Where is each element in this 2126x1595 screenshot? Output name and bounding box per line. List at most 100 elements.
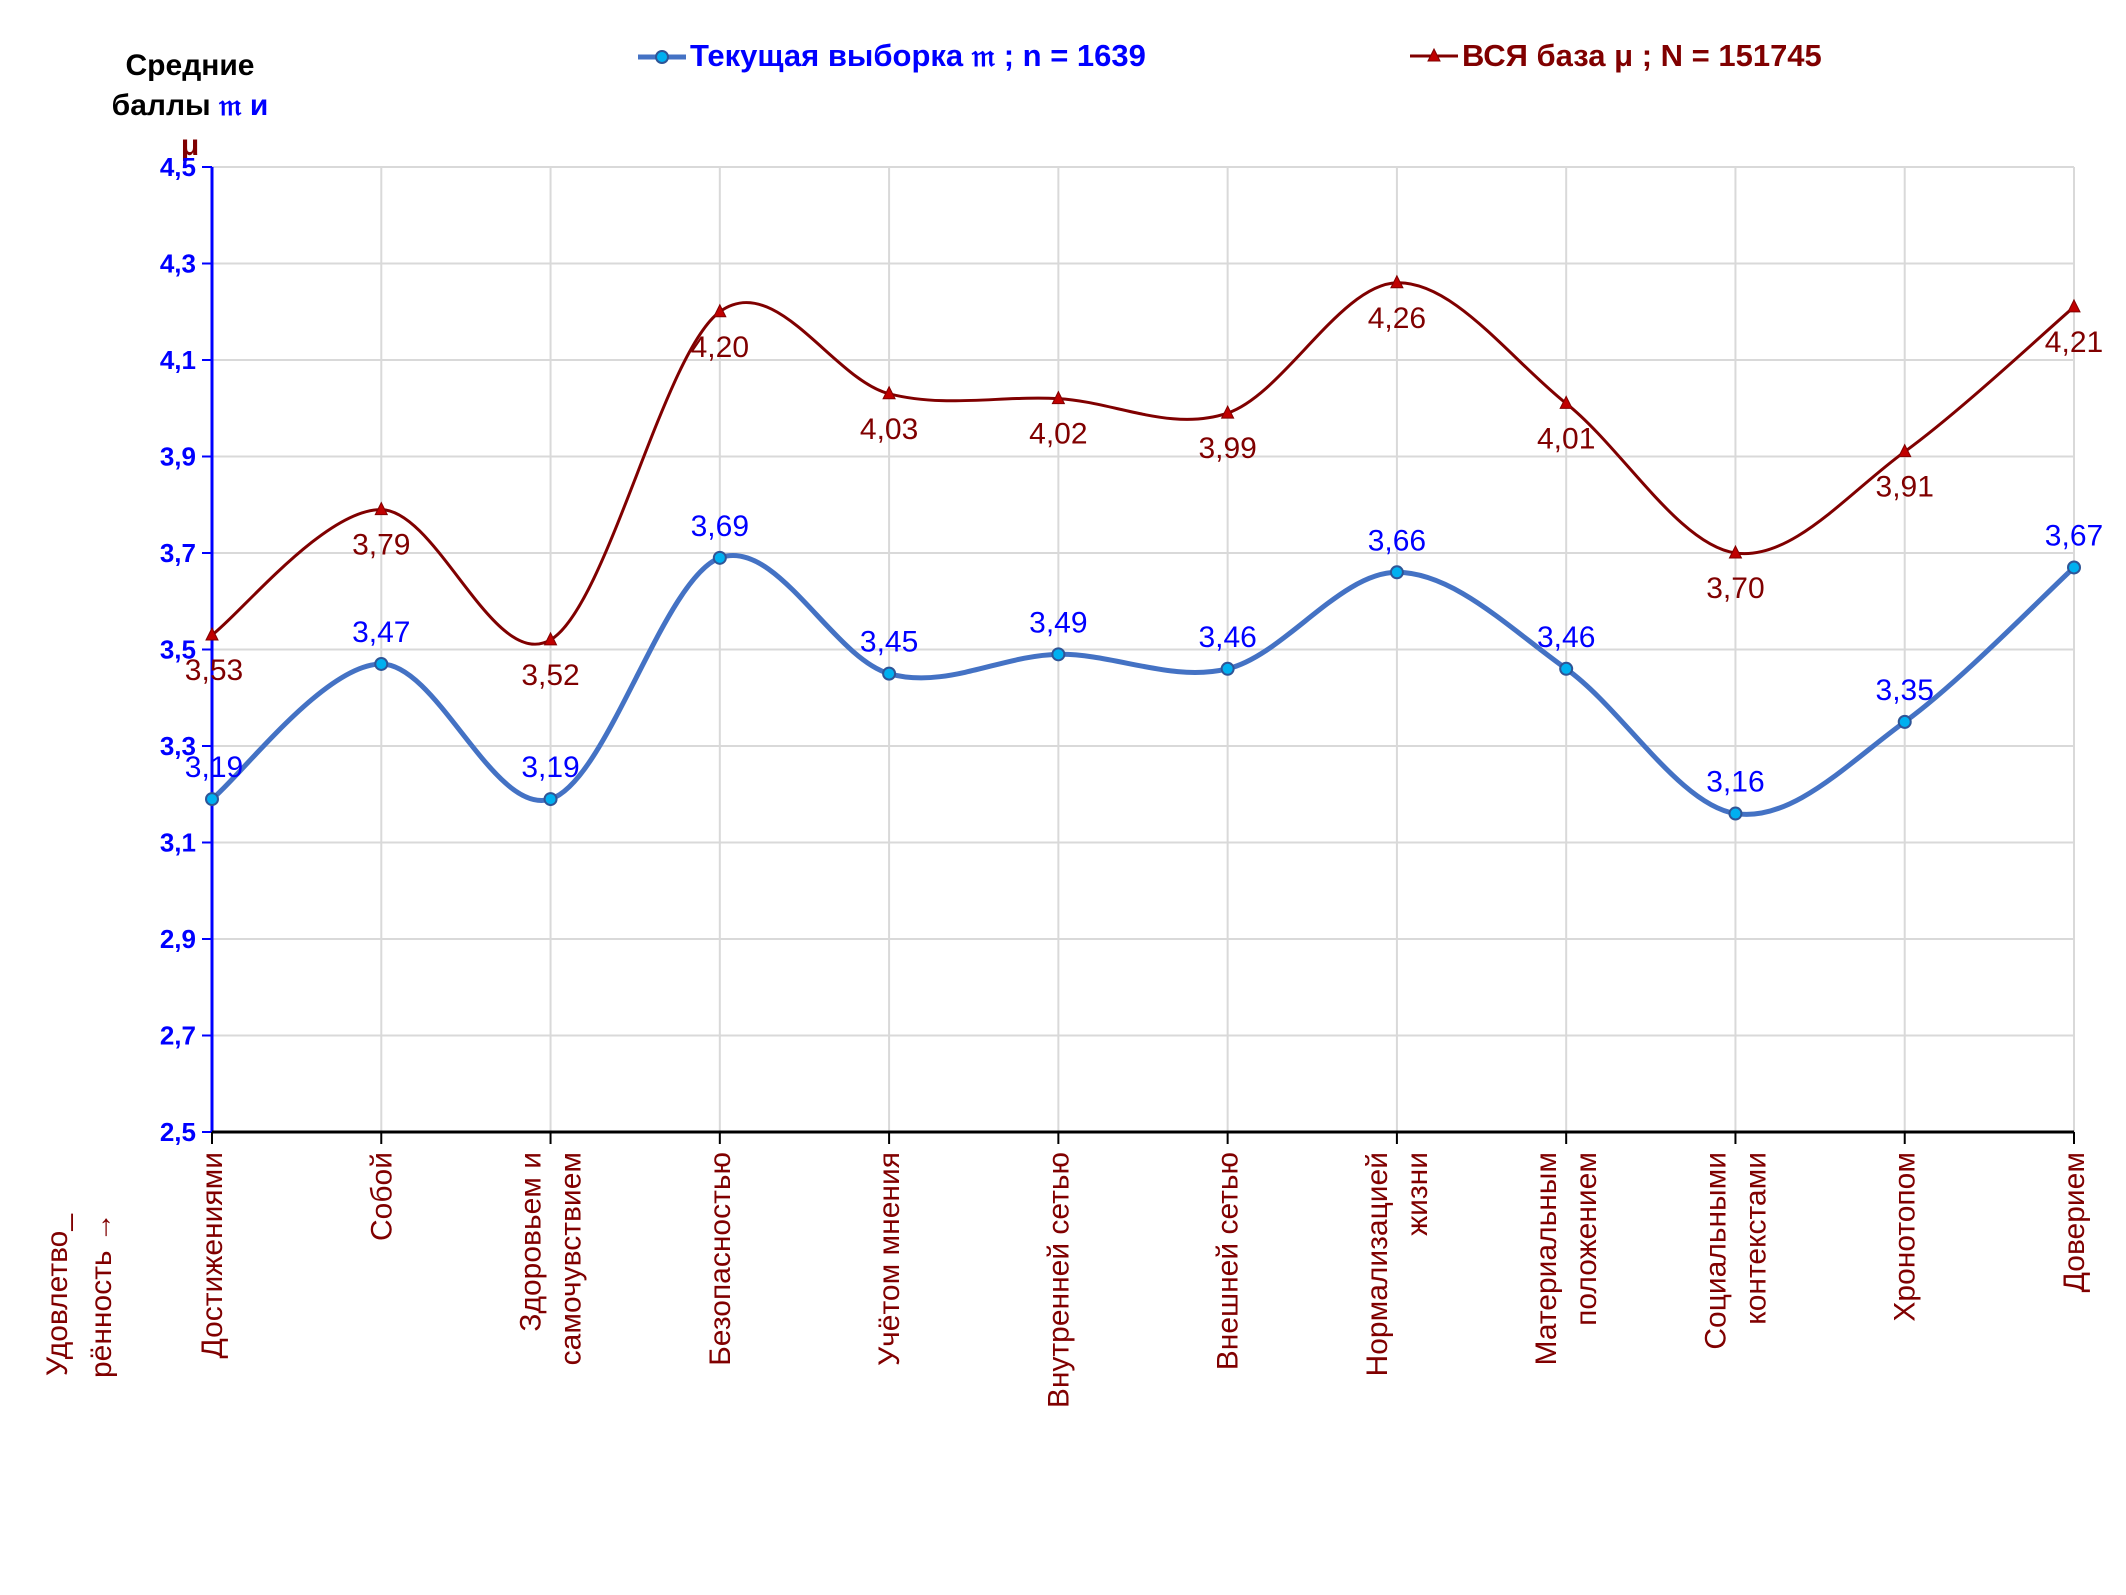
series-sample-point [543, 792, 558, 807]
x-category-label-line: Социальными [1699, 1152, 1732, 1350]
x-category-label: Нормализацией жизни [1361, 1152, 1434, 1376]
y-tick-label: 2,9 [160, 924, 196, 954]
x-category-label-line: Безопасностью [704, 1152, 737, 1366]
y-axis-title-sym1: 𝔪 [218, 89, 242, 122]
series-base-data-label: 4,20 [691, 331, 749, 364]
series-sample-data-label: 3,67 [2045, 519, 2103, 552]
series-sample-data-label: 3,35 [1876, 674, 1934, 707]
x-category-label-line: Достижениями [196, 1152, 229, 1359]
series-base-data-label: 3,79 [352, 529, 410, 562]
legend-label-sample: Текущая выборка 𝔪 ; n = 1639 [690, 38, 1146, 73]
x-category-label-line: Собой [365, 1152, 398, 1241]
series-sample-data-label: 3,19 [185, 751, 243, 784]
series-sample-point [205, 792, 219, 807]
series-base-data-label: 4,03 [860, 413, 918, 446]
series-base-point [1390, 274, 1404, 289]
y-tick-label: 3,3 [160, 731, 196, 761]
series-sample-data-label: 3,66 [1368, 524, 1426, 557]
x-category-label-line: Материальным [1530, 1152, 1563, 1365]
y-tick-label: 3,9 [160, 442, 196, 472]
series-sample-point [374, 656, 389, 671]
y-tick-label: 3,1 [160, 828, 196, 858]
series-sample-point [2067, 560, 2081, 575]
series-base-point [1897, 443, 1912, 458]
series-base-point [1559, 395, 1573, 409]
series-sample-point [1389, 565, 1404, 580]
x-category-label-line: Хронотопом [1889, 1152, 1922, 1322]
series-sample-point [712, 550, 727, 565]
legend-label-base: ВСЯ база μ ; N = 151745 [1462, 38, 1822, 73]
x-category-label-line: Нормализацией [1361, 1152, 1394, 1376]
y-axis-title-sym2: μ [180, 129, 200, 162]
x-category-label-line: самочувствием [555, 1152, 588, 1365]
x-category-label: Собой [365, 1152, 398, 1241]
series-sample-data-label: 3,69 [691, 510, 749, 543]
x-category-label: Доверием [2058, 1152, 2091, 1292]
legend-item-base: ВСЯ база μ ; N = 151745 [1410, 38, 1822, 74]
series-base-point [543, 631, 558, 646]
x-category-label-line: Внутренней сетью [1042, 1152, 1075, 1408]
series-base-point [882, 385, 896, 400]
x-category-label: Внешней сетью [1212, 1152, 1245, 1370]
x-category-label: Безопасностью [704, 1152, 737, 1366]
series-sample-data-label: 3,46 [1537, 621, 1595, 654]
y-tick-label: 2,7 [160, 1021, 196, 1051]
series-sample-point [1728, 806, 1743, 821]
series-sample-point [1897, 714, 1912, 729]
y-axis-title: Средние баллы 𝔪 и μ [100, 46, 280, 166]
series-base-line [211, 281, 2075, 646]
x-category-label-line: Доверием [2058, 1152, 2091, 1292]
series-sample-point [1220, 661, 1235, 676]
y-axis-title-line2: баллы 𝔪 и μ [100, 86, 280, 166]
x-category-label-line: жизни [1401, 1152, 1434, 1236]
x-category-label: Хронотопом [1889, 1152, 1922, 1322]
y-tick-label: 4,1 [160, 345, 196, 375]
y-axis-title-prefix: баллы [111, 89, 211, 122]
series-base-data-label: 3,99 [1198, 432, 1256, 465]
legend-swatch-sample [638, 49, 686, 64]
legend-swatch-base [1410, 47, 1458, 62]
x-category-label: Учётом мнения [873, 1152, 906, 1366]
x-category-label: Здоровьем и самочувствием [515, 1152, 588, 1365]
series-sample-data-label: 3,47 [352, 616, 410, 649]
series-sample-point [1051, 647, 1066, 662]
legend-item-sample: Текущая выборка 𝔪 ; n = 1639 [638, 38, 1146, 75]
x-category-label-line: положением [1570, 1152, 1603, 1326]
series-sample-point [882, 666, 897, 681]
series-base-point [1220, 404, 1235, 419]
series-base-data-label: 3,70 [1706, 572, 1764, 605]
series-sample-data-label: 3,16 [1706, 766, 1764, 799]
series-sample-point [1559, 661, 1574, 676]
series-base-data-label: 4,26 [1368, 302, 1426, 335]
series-base-data-label: 4,21 [2045, 326, 2103, 359]
y-tick-label: 3,5 [160, 635, 196, 665]
series-sample-data-label: 3,19 [521, 751, 579, 784]
series-sample-line [210, 553, 2076, 817]
y-tick-label: 4,5 [160, 152, 196, 182]
x-category-label: Материальным положением [1530, 1152, 1603, 1365]
y-axis-title-conj: и [249, 89, 269, 122]
y-tick-label: 3,7 [160, 538, 196, 568]
x-category-label-line: Учётом мнения [873, 1152, 906, 1366]
series-base-point [713, 303, 727, 318]
x-category-label: Достижениями [196, 1152, 229, 1359]
y-axis-title-line1: Средние [125, 49, 255, 82]
series-base-point [1728, 544, 1743, 559]
y-tick-label: 4,3 [160, 249, 196, 279]
x-category-label-line: контекстами [1739, 1152, 1772, 1325]
series-base-point [1051, 390, 1066, 405]
series-base-data-label: 4,02 [1029, 418, 1087, 451]
series-sample-data-label: 3,45 [860, 626, 918, 659]
x-category-label-line: Внешней сетью [1212, 1152, 1245, 1370]
x-category-label: Внутренней сетью [1042, 1152, 1075, 1408]
x-category-label: Социальными контекстами [1699, 1152, 1772, 1350]
series-base-data-label: 3,91 [1876, 471, 1934, 504]
series-base-point [374, 501, 389, 516]
y-tick-label: 2,5 [160, 1117, 196, 1147]
series-sample-data-label: 3,49 [1029, 606, 1087, 639]
series-base-data-label: 3,52 [521, 659, 579, 692]
series-base-data-label: 3,53 [185, 654, 243, 687]
series-sample-data-label: 3,46 [1198, 621, 1256, 654]
